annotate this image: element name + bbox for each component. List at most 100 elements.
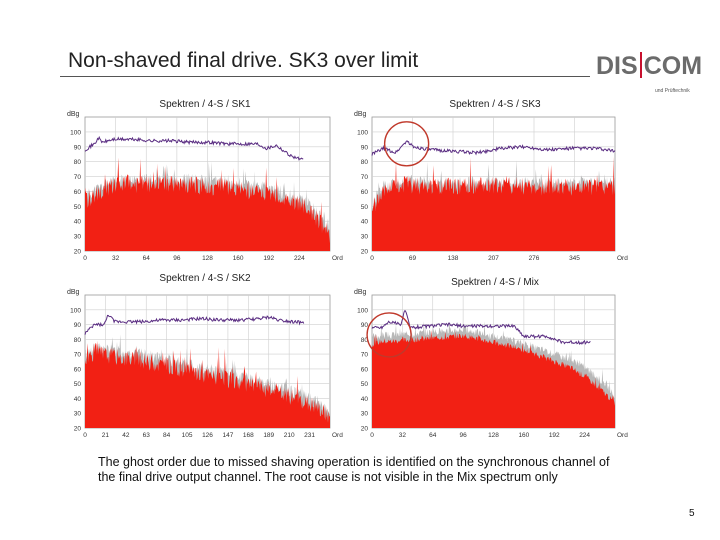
y-tick-label: 40 [361,219,369,226]
y-tick-label: 20 [361,249,369,256]
x-tick-label: 32 [399,432,407,439]
x-tick-label: 210 [284,432,295,439]
y-tick-label: 90 [74,322,82,329]
company-logo: DIS COM und Prüftechnik [596,52,706,102]
y-tick-label: 20 [361,426,369,433]
x-tick-label: 0 [370,432,374,439]
y-tick-label: 40 [74,219,82,226]
x-tick-label: 96 [173,255,181,262]
highlight-circle [366,312,412,358]
x-tick-label: 63 [143,432,151,439]
logo-tagline: und Prüftechnik [655,88,690,94]
x-tick-label: 42 [122,432,130,439]
x-tick-label: 345 [569,255,580,262]
y-tick-label: 100 [357,129,368,136]
y-tick-label: 20 [74,426,82,433]
y-tick-label: 90 [361,144,369,151]
x-tick-label: 64 [143,255,151,262]
y-tick-label: 100 [70,307,81,314]
spectrum-chart-2: Spektren / 4-S / SK3 dBg 100 90 80 70 60 50 40 30… [354,99,628,262]
purple-trace-line [371,310,591,345]
slide-caption: The ghost order due to missed shaving op… [98,455,610,484]
y-tick-label: 90 [361,322,369,329]
spectrum-chart-1: Spektren / 4-S / SK1 dBg 100 90 80 70 60 50 40 30… [67,99,343,262]
y-tick-label: 100 [70,129,81,136]
logo-divider [639,52,642,78]
red-spectrum-area [85,340,330,428]
x-tick-label: 128 [202,255,213,262]
y-tick-label: 50 [74,204,82,211]
y-tick-label: 50 [361,204,369,211]
chart-title: Spektren / 4-S / SK1 [159,99,251,110]
y-tick-label: 70 [74,174,82,181]
y-tick-label: 20 [74,249,82,256]
page-number: 5 [689,508,695,519]
y-tick-label: 80 [74,159,82,166]
y-axis-unit: dBg [67,111,80,118]
x-tick-label: 207 [488,255,499,262]
x-tick-label: 69 [409,255,417,262]
purple-trace-line [84,314,305,335]
x-tick-label: 0 [83,432,87,439]
logo-wordmark: DIS COM [596,52,706,81]
x-tick-label: 231 [304,432,315,439]
spectrum-chart-4: Spektren / 4-S / Mix dBg 100 90 80 70 60 50 40 30… [354,277,628,439]
x-axis-unit: Ord [332,432,343,439]
y-tick-label: 80 [361,337,369,344]
y-tick-label: 60 [74,366,82,373]
slide-title: Non-shaved final drive. SK3 over limit [68,49,419,72]
y-axis-unit: dBg [354,111,367,118]
x-tick-label: 126 [202,432,213,439]
x-tick-label: 138 [448,255,459,262]
logo-left: DIS [596,52,638,80]
y-tick-label: 100 [357,307,368,314]
y-tick-label: 70 [74,352,82,359]
x-tick-label: 192 [263,255,274,262]
x-tick-label: 0 [83,255,87,262]
y-tick-label: 70 [361,174,369,181]
x-tick-label: 276 [529,255,540,262]
x-tick-label: 96 [460,432,468,439]
x-tick-label: 160 [518,432,529,439]
x-tick-label: 105 [182,432,193,439]
x-tick-label: 32 [112,255,120,262]
highlight-circle [383,121,430,167]
logo-right: COM [643,52,703,80]
chart-title: Spektren / 4-S / Mix [451,277,539,288]
y-tick-label: 50 [74,381,82,388]
y-tick-label: 80 [74,337,82,344]
x-tick-label: 128 [488,432,499,439]
y-tick-label: 30 [361,234,369,241]
y-tick-label: 80 [361,159,369,166]
y-tick-label: 30 [74,234,82,241]
y-tick-label: 40 [74,396,82,403]
x-tick-label: 168 [243,432,254,439]
title-underline [60,76,590,77]
x-tick-label: 189 [263,432,274,439]
red-spectrum-area [372,330,615,428]
y-tick-label: 90 [74,144,82,151]
y-tick-label: 30 [361,411,369,418]
red-spectrum-area [85,157,330,251]
purple-trace-line [84,135,304,161]
y-tick-label: 60 [361,189,369,196]
chart-title: Spektren / 4-S / SK3 [449,99,541,110]
x-tick-label: 147 [222,432,233,439]
y-tick-label: 70 [361,352,369,359]
y-tick-label: 50 [361,381,369,388]
x-tick-label: 21 [102,432,110,439]
chart-title: Spektren / 4-S / SK2 [159,273,251,284]
y-tick-label: 60 [74,189,82,196]
x-tick-label: 160 [233,255,244,262]
purple-trace-line [371,140,616,156]
x-axis-unit: Ord [332,255,343,262]
x-tick-label: 192 [549,432,560,439]
y-axis-unit: dBg [354,289,367,296]
x-axis-unit: Ord [617,255,628,262]
x-tick-label: 64 [429,432,437,439]
x-axis-unit: Ord [617,432,628,439]
y-tick-label: 60 [361,366,369,373]
y-tick-label: 40 [361,396,369,403]
x-tick-label: 224 [579,432,590,439]
